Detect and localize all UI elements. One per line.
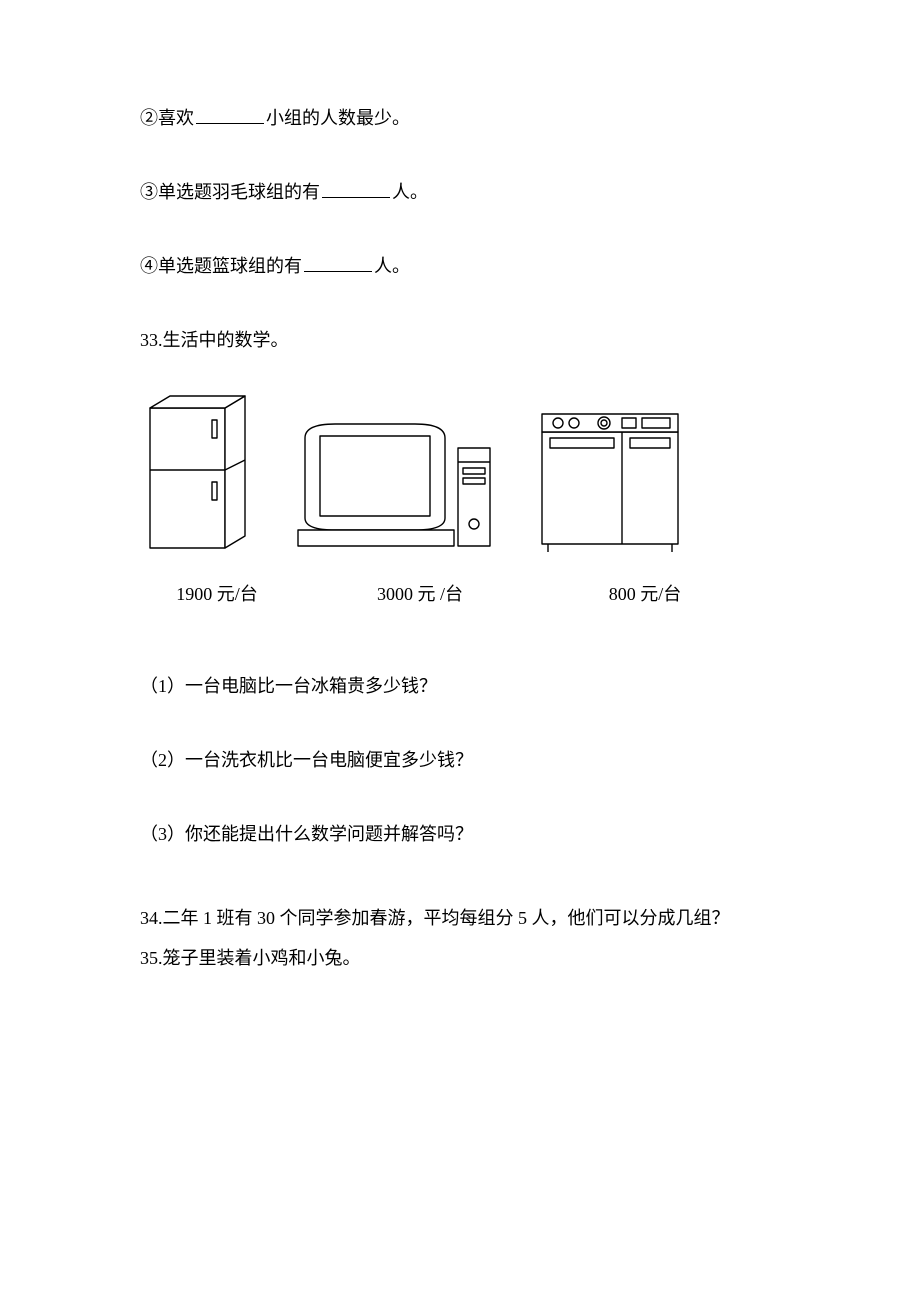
text: 人。 xyxy=(374,256,410,276)
text: ④单选题篮球组的有 xyxy=(140,256,302,276)
product-illustrations xyxy=(140,388,780,558)
washing-machine-icon xyxy=(530,408,690,558)
product-prices: 1900 元/台 3000 元 /台 800 元/台 xyxy=(140,576,780,612)
worksheet-page: ②喜欢小组的人数最少。 ③单选题羽毛球组的有人。 ④单选题篮球组的有人。 33.… xyxy=(0,0,920,1114)
fridge-icon xyxy=(140,388,260,558)
question-34: 34.二年 1 班有 30 个同学参加春游，平均每组分 5 人，他们可以分成几组… xyxy=(140,900,780,936)
computer-illustration xyxy=(290,418,500,558)
question-33-sub3: （3）你还能提出什么数学问题并解答吗？ xyxy=(140,816,780,852)
text: 人。 xyxy=(392,182,428,202)
price-computer: 3000 元 /台 xyxy=(310,576,520,612)
question-sub-3: ③单选题羽毛球组的有 人。 xyxy=(140,174,780,210)
price-fridge: 1900 元/台 xyxy=(140,576,280,612)
question-33-sub2: （2）一台洗衣机比一台电脑便宜多少钱？ xyxy=(140,742,780,778)
price-washer: 800 元/台 xyxy=(550,576,730,612)
fridge-illustration xyxy=(140,388,260,558)
question-sub-4: ④单选题篮球组的有 人。 xyxy=(140,248,780,284)
text: 小组的人数最少。 xyxy=(266,108,410,128)
text: ②喜欢 xyxy=(140,108,194,128)
question-33-title: 33.生活中的数学。 xyxy=(140,322,780,358)
blank-fill[interactable] xyxy=(196,106,264,124)
text: ③单选题羽毛球组的有 xyxy=(140,182,320,202)
question-sub-2: ②喜欢 小组的人数最少。 xyxy=(140,100,780,136)
question-33-sub1: （1）一台电脑比一台冰箱贵多少钱？ xyxy=(140,668,780,704)
computer-icon xyxy=(290,418,500,558)
blank-fill[interactable] xyxy=(304,254,372,272)
question-35: 35.笼子里装着小鸡和小兔。 xyxy=(140,940,780,976)
washer-illustration xyxy=(530,408,690,558)
blank-fill[interactable] xyxy=(322,180,390,198)
